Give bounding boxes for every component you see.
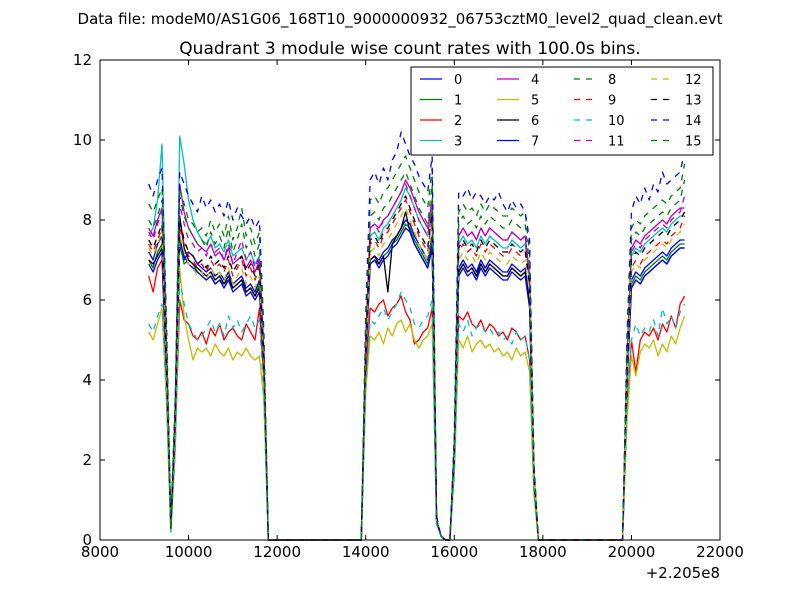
series-line-9 xyxy=(148,199,686,541)
y-tick-label: 12 xyxy=(73,51,92,69)
x-tick-label: 14000 xyxy=(342,543,390,561)
y-tick-label: 6 xyxy=(82,291,92,309)
y-tick-label: 10 xyxy=(73,131,92,149)
y-tick-label: 0 xyxy=(82,531,92,549)
series-line-11 xyxy=(148,183,686,541)
legend-label-11: 11 xyxy=(608,135,625,150)
x-tick-label: 18000 xyxy=(519,543,567,561)
legend-label-4: 4 xyxy=(531,73,539,88)
legend-label-13: 13 xyxy=(685,94,702,109)
y-tick-label: 4 xyxy=(82,371,92,389)
legend-label-6: 6 xyxy=(531,114,539,129)
legend-label-3: 3 xyxy=(454,135,462,150)
plot-lines xyxy=(148,131,686,541)
legend-label-0: 0 xyxy=(454,73,462,88)
suptitle: Data file: modeM0/AS1G06_168T10_90000009… xyxy=(78,10,723,29)
axis-ticks: 8000 10000 12000 14000 16000 18000 20000 22000 0… xyxy=(73,51,744,561)
legend-label-9: 9 xyxy=(608,94,616,109)
legend-label-7: 7 xyxy=(531,135,539,150)
chart-title: Quadrant 3 module wise count rates with … xyxy=(179,39,640,59)
legend-label-2: 2 xyxy=(454,114,462,129)
series-line-2 xyxy=(148,259,686,541)
x-tick-label: 10000 xyxy=(165,543,213,561)
legend-label-5: 5 xyxy=(531,94,539,109)
legend-label-12: 12 xyxy=(685,73,702,88)
x-offset-label: +2.205e8 xyxy=(646,564,720,582)
legend-label-15: 15 xyxy=(685,135,702,150)
series-line-12 xyxy=(148,207,686,541)
series-line-14 xyxy=(148,131,686,541)
x-tick-label: 22000 xyxy=(696,543,744,561)
y-tick-label: 8 xyxy=(82,211,92,229)
series-line-3 xyxy=(148,135,685,541)
x-tick-label: 16000 xyxy=(430,543,478,561)
series-line-15 xyxy=(148,171,686,541)
y-tick-label: 2 xyxy=(82,451,92,469)
legend-label-14: 14 xyxy=(685,114,702,129)
legend-label-8: 8 xyxy=(608,73,616,88)
x-tick-label: 12000 xyxy=(253,543,301,561)
x-tick-label: 20000 xyxy=(608,543,656,561)
legend-label-10: 10 xyxy=(608,114,625,129)
series-line-5 xyxy=(148,267,686,541)
series-line-13 xyxy=(148,195,686,541)
x-tick-label: 8000 xyxy=(81,543,119,561)
series-line-10 xyxy=(148,279,686,541)
legend-label-1: 1 xyxy=(454,94,462,109)
legend-box xyxy=(410,66,714,156)
